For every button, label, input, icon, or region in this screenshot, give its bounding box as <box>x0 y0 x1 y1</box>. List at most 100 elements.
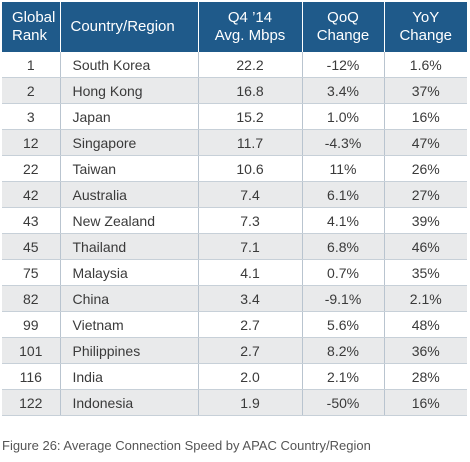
cell-yoy-change: 47% <box>384 129 467 156</box>
cell-rank: 99 <box>2 311 61 338</box>
cell-rank: 22 <box>2 155 61 182</box>
cell-rank: 122 <box>2 389 61 416</box>
table-row: 12 Singapore 11.7 -4.3% 47% <box>2 129 467 156</box>
table-row: 3 Japan 15.2 1.0% 16% <box>2 103 467 130</box>
cell-yoy-change: 37% <box>384 77 467 104</box>
cell-avg-mbps: 10.6 <box>198 155 303 182</box>
table-row: 101 Philippines 2.7 8.2% 36% <box>2 337 467 364</box>
cell-country: Hong Kong <box>60 77 199 104</box>
cell-qoq-change: -50% <box>302 389 385 416</box>
cell-qoq-change: -9.1% <box>302 285 385 312</box>
cell-qoq-change: 2.1% <box>302 363 385 390</box>
cell-yoy-change: 26% <box>384 155 467 182</box>
header-row: Global Rank Country/Region Q4 ’14 Avg. M… <box>2 2 467 52</box>
cell-avg-mbps: 2.0 <box>198 363 303 390</box>
cell-rank: 43 <box>2 207 61 234</box>
header-line: Global <box>12 9 56 26</box>
table-row: 42 Australia 7.4 6.1% 27% <box>2 181 467 208</box>
cell-country: Taiwan <box>60 155 199 182</box>
cell-qoq-change: -4.3% <box>302 129 385 156</box>
header-line: Change <box>399 27 453 44</box>
header-avg-mbps: Q4 ’14 Avg. Mbps <box>198 2 303 52</box>
cell-rank: 1 <box>2 52 61 78</box>
header-country: Country/Region <box>60 2 199 52</box>
cell-avg-mbps: 7.1 <box>198 233 303 260</box>
cell-avg-mbps: 15.2 <box>198 103 303 130</box>
header-qoq-change: QoQ Change <box>302 2 385 52</box>
table-row: 22 Taiwan 10.6 11% 26% <box>2 155 467 182</box>
cell-rank: 75 <box>2 259 61 286</box>
table-row: 2 Hong Kong 16.8 3.4% 37% <box>2 77 467 104</box>
cell-country: South Korea <box>60 52 199 78</box>
cell-rank: 12 <box>2 129 61 156</box>
cell-country: Philippines <box>60 337 199 364</box>
cell-rank: 42 <box>2 181 61 208</box>
cell-country: China <box>60 285 199 312</box>
cell-rank: 3 <box>2 103 61 130</box>
table-body: 1 South Korea 22.2 -12% 1.6% 2 Hong Kong 16.8 3.… <box>2 52 467 416</box>
header-line: Q4 ’14 <box>227 9 273 26</box>
figure-caption: Figure 26: Average Connection Speed by A… <box>2 438 371 453</box>
cell-qoq-change: 6.8% <box>302 233 385 260</box>
cell-avg-mbps: 4.1 <box>198 259 303 286</box>
cell-rank: 2 <box>2 77 61 104</box>
header-line: Country/Region <box>70 18 175 35</box>
cell-country: Indonesia <box>60 389 199 416</box>
header-line: Avg. Mbps <box>214 27 286 44</box>
header-line: QoQ <box>327 9 359 26</box>
table-row: 99 Vietnam 2.7 5.6% 48% <box>2 311 467 338</box>
cell-yoy-change: 39% <box>384 207 467 234</box>
cell-avg-mbps: 2.7 <box>198 337 303 364</box>
cell-qoq-change: 3.4% <box>302 77 385 104</box>
cell-qoq-change: 6.1% <box>302 181 385 208</box>
cell-yoy-change: 36% <box>384 337 467 364</box>
header-line: Change <box>316 27 370 44</box>
header-global-rank: Global Rank <box>2 2 61 52</box>
cell-yoy-change: 35% <box>384 259 467 286</box>
cell-avg-mbps: 11.7 <box>198 129 303 156</box>
cell-avg-mbps: 1.9 <box>198 389 303 416</box>
cell-yoy-change: 2.1% <box>384 285 467 312</box>
cell-country: Malaysia <box>60 259 199 286</box>
table-row: 45 Thailand 7.1 6.8% 46% <box>2 233 467 260</box>
cell-qoq-change: 0.7% <box>302 259 385 286</box>
cell-qoq-change: 1.0% <box>302 103 385 130</box>
header-yoy-change: YoY Change <box>384 2 467 52</box>
cell-avg-mbps: 16.8 <box>198 77 303 104</box>
cell-country: Australia <box>60 181 199 208</box>
cell-country: Thailand <box>60 233 199 260</box>
cell-qoq-change: -12% <box>302 52 385 78</box>
cell-rank: 45 <box>2 233 61 260</box>
table-row: 75 Malaysia 4.1 0.7% 35% <box>2 259 467 286</box>
table-row: 116 India 2.0 2.1% 28% <box>2 363 467 390</box>
cell-country: Japan <box>60 103 199 130</box>
cell-qoq-change: 5.6% <box>302 311 385 338</box>
cell-country: New Zealand <box>60 207 199 234</box>
cell-avg-mbps: 3.4 <box>198 285 303 312</box>
cell-avg-mbps: 7.4 <box>198 181 303 208</box>
cell-yoy-change: 16% <box>384 103 467 130</box>
cell-qoq-change: 4.1% <box>302 207 385 234</box>
cell-avg-mbps: 7.3 <box>198 207 303 234</box>
cell-rank: 101 <box>2 337 61 364</box>
cell-yoy-change: 27% <box>384 181 467 208</box>
table-row: 82 China 3.4 -9.1% 2.1% <box>2 285 467 312</box>
cell-yoy-change: 46% <box>384 233 467 260</box>
cell-rank: 82 <box>2 285 61 312</box>
cell-country: Vietnam <box>60 311 199 338</box>
cell-avg-mbps: 22.2 <box>198 52 303 78</box>
cell-rank: 116 <box>2 363 61 390</box>
table-row: 43 New Zealand 7.3 4.1% 39% <box>2 207 467 234</box>
table-row: 1 South Korea 22.2 -12% 1.6% <box>2 52 467 78</box>
header-line: YoY <box>412 9 440 26</box>
table-row: 122 Indonesia 1.9 -50% 16% <box>2 389 467 416</box>
cell-yoy-change: 16% <box>384 389 467 416</box>
cell-country: India <box>60 363 199 390</box>
cell-yoy-change: 28% <box>384 363 467 390</box>
cell-qoq-change: 11% <box>302 155 385 182</box>
header-line: Rank <box>12 27 48 44</box>
cell-avg-mbps: 2.7 <box>198 311 303 338</box>
cell-country: Singapore <box>60 129 199 156</box>
cell-yoy-change: 48% <box>384 311 467 338</box>
